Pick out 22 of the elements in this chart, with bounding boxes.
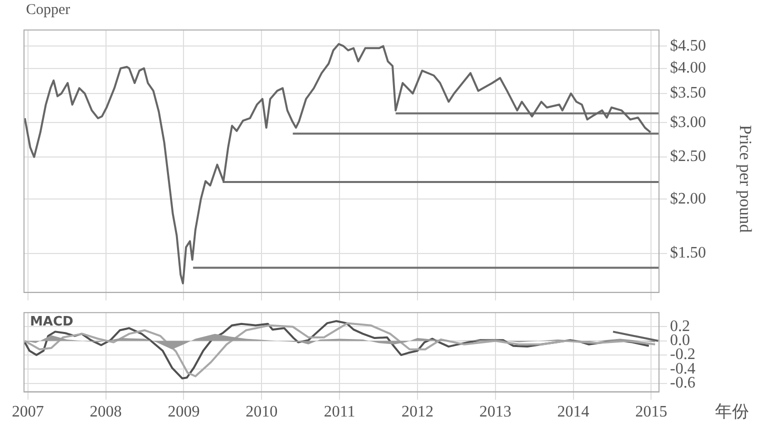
x-tick-label: 2008 (90, 404, 122, 421)
x-tick-label: 2010 (246, 404, 278, 421)
x-tick-label: 2013 (479, 404, 512, 421)
y-tick-label: $3.00 (670, 114, 706, 131)
annotation: MACD (30, 314, 74, 330)
y-tick-label: $4.50 (670, 37, 706, 54)
y-tick-label: $2.50 (670, 148, 706, 166)
y-axis-title: Price per pound (735, 125, 755, 233)
x-axis-title: 年份 (715, 401, 749, 423)
x-tick-label: 2015 (635, 404, 668, 421)
y-tick-label: $1.50 (670, 244, 706, 262)
y-tick-label: $2.00 (670, 190, 706, 208)
y-tick-label: -0.6 (670, 374, 696, 392)
x-tick-label: 2011 (324, 404, 356, 421)
y-tick-label: $3.50 (670, 84, 706, 102)
x-tick-label: 2012 (401, 404, 434, 421)
x-tick-label: 2014 (557, 404, 590, 421)
x-tick-label: 2007 (12, 404, 44, 421)
y-tick-label: $4.00 (670, 60, 706, 77)
x-tick-label: 2009 (168, 404, 200, 421)
chart-title: Copper (26, 2, 70, 19)
y-tick-label: 0.2 (670, 318, 690, 335)
